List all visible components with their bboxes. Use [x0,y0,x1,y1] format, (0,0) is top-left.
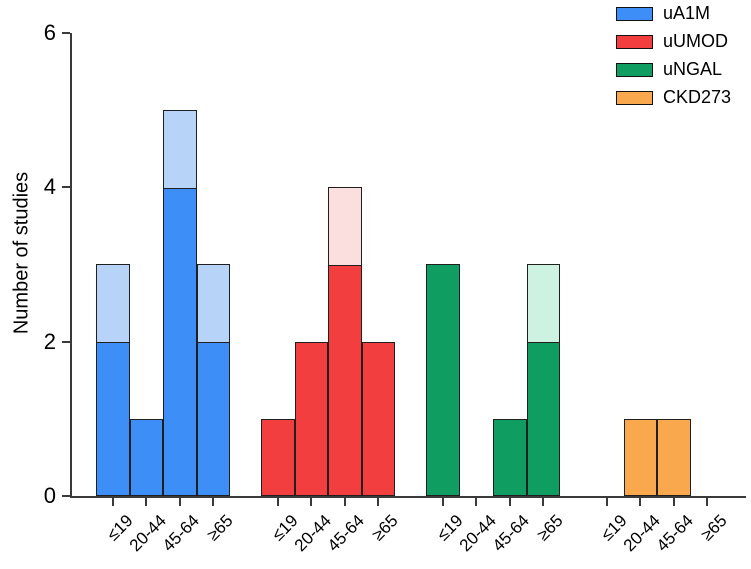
y-axis-tick [62,186,70,189]
legend-label: uA1M [663,3,711,23]
x-tick-label: 20-44 [125,511,170,556]
x-axis-tick [145,498,148,506]
x-axis-tick [475,498,478,506]
x-axis-tick [377,498,380,506]
x-axis-tick [441,498,444,506]
legend-item-uNGAL: uNGAL [616,59,731,79]
x-axis-tick [276,498,279,506]
legend-swatch-icon [616,90,653,105]
y-axis-tick [62,31,70,34]
x-axis-tick [542,498,545,506]
legend-item-CKD273: CKD273 [616,87,732,107]
y-tick-label: 2 [43,328,56,354]
x-axis-tick [310,498,313,506]
x-tick-label: 45-64 [324,511,369,556]
legend-label: uUMOD [663,31,729,51]
x-tick-label: ≥65 [533,511,567,545]
bar-segment-solid-uA1M [129,418,163,496]
bar-segment-solid-uNGAL [426,264,460,496]
bar-segment-light-uUMOD [328,187,362,266]
legend-item-uUMOD: uUMOD [616,31,731,51]
bar-segment-solid-uUMOD [361,341,395,496]
bar-segment-solid-CKD273 [623,418,657,496]
x-tick-label: 45-64 [489,511,534,556]
bar-segment-solid-uUMOD [294,341,328,496]
bar-segment-solid-uNGAL [526,341,560,496]
x-tick-label: 45-64 [159,511,204,556]
bar-segment-solid-uA1M [163,187,197,496]
bar-segment-light-uA1M [196,264,230,344]
x-tick-label: ≥65 [203,511,237,545]
bar-segment-light-uNGAL [526,264,560,344]
x-tick-label: ≥65 [368,511,402,545]
x-tick-label: 20-44 [455,511,500,556]
x-axis-tick [212,498,215,506]
legend-label: CKD273 [663,87,732,107]
bar-segment-light-uA1M [96,264,130,344]
x-axis-tick [343,498,346,506]
legend-swatch-icon [616,6,653,21]
y-tick-label: 4 [43,174,56,200]
bar-segment-solid-uUMOD [328,264,362,496]
x-tick-label: 20-44 [619,511,664,556]
bar-segment-solid-uA1M [196,341,230,496]
x-axis-tick [111,498,114,506]
y-axis-line [70,33,72,498]
legend: uA1M uUMOD uNGAL CKD273 [616,3,732,118]
x-axis-tick [672,498,675,506]
legend-item-uA1M: uA1M [616,3,731,23]
x-axis-tick [508,498,511,506]
y-tick-label: 0 [43,483,56,508]
bar-segment-solid-CKD273 [657,418,691,496]
legend-label: uNGAL [663,59,723,79]
x-axis-tick [706,498,709,506]
x-axis-line [70,496,746,498]
bar-segment-light-uA1M [163,110,197,189]
y-axis-tick [62,340,70,343]
legend-swatch-icon [616,62,653,77]
x-axis-tick [605,498,608,506]
bar-segment-solid-uUMOD [261,418,295,496]
legend-swatch-icon [616,34,653,49]
x-axis-tick [178,498,181,506]
y-axis-tick [62,495,70,497]
x-axis-tick [639,498,642,506]
bar-segment-solid-uNGAL [493,418,527,496]
y-tick-label: 6 [43,19,56,45]
bar-segment-solid-uA1M [96,341,130,496]
x-tick-label: 45-64 [653,511,698,556]
x-tick-label: 20-44 [290,511,335,556]
x-tick-label: ≥65 [697,511,731,545]
